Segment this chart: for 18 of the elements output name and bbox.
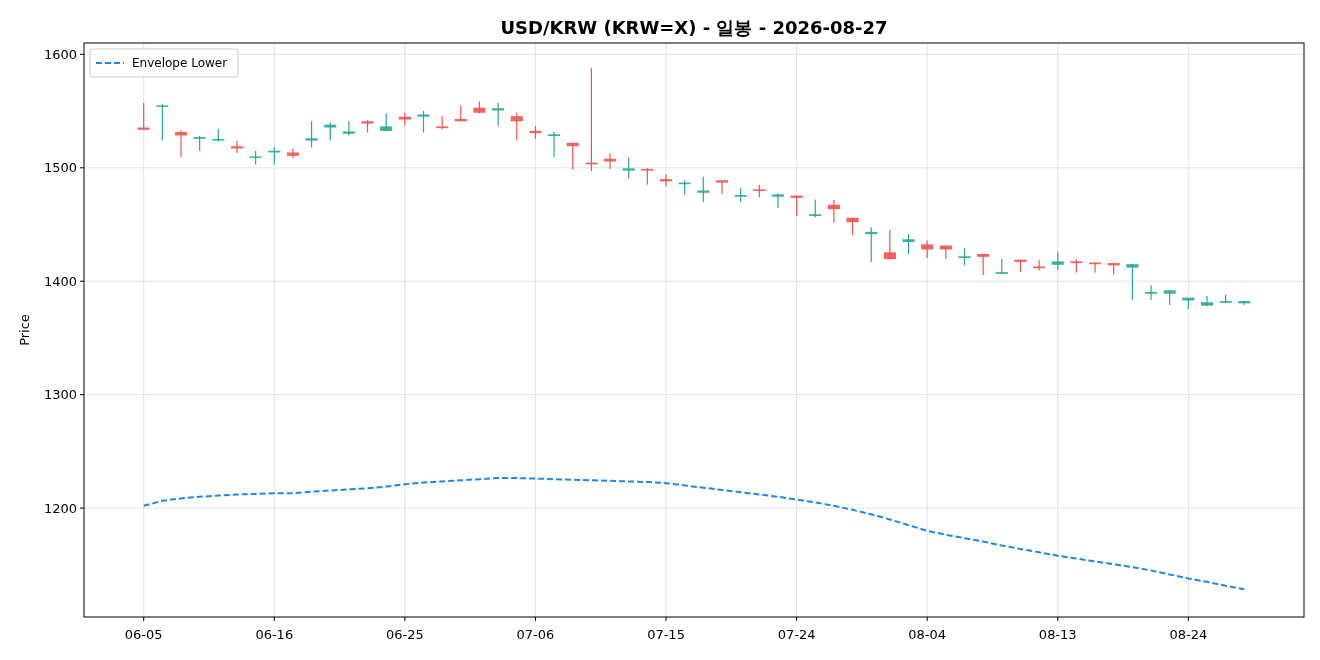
x-tick-label: 07-24 [777,627,816,642]
y-tick-label: 1500 [43,160,77,176]
x-tick-label: 08-13 [1038,627,1077,642]
x-tick-label: 06-05 [124,627,163,642]
y-tick-label: 1600 [43,46,77,62]
x-tick-label: 07-15 [647,627,685,642]
y-tick-label: 1400 [43,273,77,289]
y-axis-title: Price [17,314,32,346]
x-tick-label: 06-16 [255,627,294,642]
y-tick-label: 1200 [43,500,77,516]
y-tick-label: 1300 [43,387,77,403]
x-tick-label: 06-25 [385,627,424,642]
x-tick-label: 08-04 [908,627,947,642]
legend-label: Envelope Lower [132,56,228,70]
x-tick-label: 08-24 [1169,627,1208,642]
legend: Envelope Lower [89,48,239,78]
chart-title: USD/KRW (KRW=X) - 일봉 - 2026-08-27 [500,17,888,38]
x-tick-label: 07-06 [516,627,555,642]
